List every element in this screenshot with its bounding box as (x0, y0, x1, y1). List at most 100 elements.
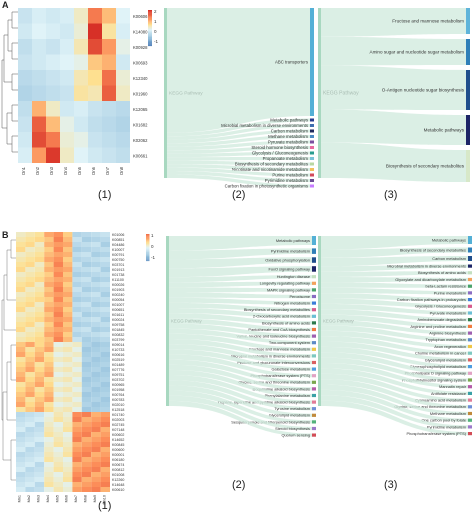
heatmap-b-cell (72, 282, 82, 287)
heatmap-b-cell (44, 327, 54, 332)
sankey-b2-target-label: Peroxisome (289, 294, 310, 299)
heatmap-legend-swatch (148, 39, 152, 41)
heatmap-b-cell (53, 382, 63, 387)
heatmap-b-row-label: K00764 (112, 393, 124, 397)
sankey-b2-flow (169, 292, 312, 299)
sankey-a3-target-label: Amino sugar and nucleotide sugar metabol… (370, 50, 465, 55)
heatmap-b-row-label: K01006 (112, 233, 124, 237)
sankey-b2-target-node (312, 308, 316, 312)
heatmap-b-cell (100, 412, 110, 417)
heatmap-b-cell (81, 317, 92, 322)
sankey-b3-target-node (468, 264, 472, 268)
sankey-a3-flow (321, 65, 466, 110)
heatmap-b-cell (81, 282, 92, 287)
heatmap-b-cell (34, 477, 45, 482)
heatmap-b-cell (53, 467, 63, 472)
heatmap-b-cell (81, 237, 92, 242)
heatmap-b-cell (53, 452, 63, 457)
heatmap-b-cell (53, 442, 63, 447)
heatmap-b-cell (100, 332, 110, 337)
heatmap-b-cell (63, 277, 73, 282)
sankey-b2-target-node (312, 407, 316, 411)
heatmap-legend-swatch (148, 14, 152, 16)
sankey-a3-target-node (466, 115, 470, 145)
heatmap-b-cell (91, 357, 101, 362)
heatmap-b-cell (100, 282, 110, 287)
heatmap-b-cell (100, 257, 110, 262)
heatmap-b-cell (25, 382, 35, 387)
heatmap-b-cell (72, 267, 82, 272)
heatmap-b-cell (81, 442, 92, 447)
sankey-b2-target-node (312, 314, 316, 318)
heatmap-b-cell (81, 292, 92, 297)
heatmap-b-cell (53, 302, 63, 307)
heatmap-b-cell (25, 417, 35, 422)
heatmap-b-cell (81, 352, 92, 357)
panel-a-label-2: (2) (232, 189, 246, 201)
sankey-a2-target-node (310, 8, 314, 116)
heatmap-b-cell (34, 312, 45, 317)
heatmap-b-cell (72, 287, 82, 292)
heatmap-b-cell (25, 237, 35, 242)
heatmap-cell (116, 39, 130, 55)
heatmap-b-cell (25, 407, 35, 412)
heatmap-b-cell (16, 302, 26, 307)
heatmap-b-cell (81, 482, 92, 487)
heatmap-legend-swatch (148, 19, 152, 21)
panel-b-letter: B (2, 230, 9, 240)
heatmap-cell (88, 70, 102, 86)
heatmap-b-cell (100, 232, 110, 237)
heatmap-b-cell (34, 367, 45, 372)
heatmap-b-cell (91, 367, 101, 372)
heatmap-b-cell (16, 457, 26, 462)
sankey-b3-target-node (468, 256, 472, 261)
heatmap-b-cell (81, 232, 92, 237)
heatmap-b-cell (91, 382, 101, 387)
heatmap-b-cell (25, 322, 35, 327)
heatmap-b-cell (53, 262, 63, 267)
heatmap-legend-swatch (148, 31, 152, 33)
sankey-b3-target-label: Microbial metabolism in diverse environm… (387, 263, 466, 268)
heatmap-b-cell (72, 262, 82, 267)
heatmap-b-cell (34, 457, 45, 462)
heatmap-b-cell (25, 477, 35, 482)
heatmap-b-cell (44, 347, 54, 352)
heatmap-b-cell (63, 342, 73, 347)
heatmap-legend-swatch (148, 10, 152, 12)
heatmap-legend-swatch (148, 27, 152, 29)
heatmap-b-cell (34, 392, 45, 397)
heatmap-b-cell (100, 367, 110, 372)
heatmap-b-cell (91, 242, 101, 247)
heatmap-b-cell (25, 232, 35, 237)
heatmap-b-cell (53, 417, 63, 422)
sankey-a2-target-label: Steroid hormone biosynthesis (251, 145, 308, 150)
heatmap-b-row-label: K07776 (112, 368, 124, 372)
heatmap-cell (32, 147, 46, 163)
sankey-a2-target-label: Carbon metabolism (271, 129, 309, 134)
sankey-b2-target-label: MAPK signaling pathway (267, 287, 310, 292)
heatmap-b-cell (16, 432, 26, 437)
heatmap-b-row-label: K02003 (112, 418, 124, 422)
sankey-a3-target-node (466, 39, 470, 65)
heatmap-b-cell (91, 387, 101, 392)
heatmap-b-cell (16, 452, 26, 457)
heatmap-cell (60, 70, 74, 86)
sankey-b2-target-node (312, 266, 316, 272)
heatmap-legend-swatch (148, 23, 152, 25)
sankey-a2-target-label: Pyruvate metabolism (268, 140, 309, 145)
heatmap-legend-swatch (148, 42, 152, 44)
heatmap-b-cell (44, 397, 54, 402)
heatmap-b-cell (91, 312, 101, 317)
heatmap-b-cell (63, 407, 73, 412)
sankey-a3-target-node (466, 8, 470, 34)
sankey-b2-target-node (312, 420, 316, 424)
sankey-a2-target-node (310, 184, 314, 188)
heatmap-b-cell (44, 417, 54, 422)
heatmap-b-cell (25, 442, 35, 447)
sankey-b2-target-label: Pantothenate and CoA biosynthesis (248, 327, 310, 332)
heatmap-legend-swatch (148, 41, 152, 43)
heatmap-cell (32, 101, 46, 117)
sankey-b3-flow (321, 319, 468, 335)
heatmap-b-row-label: K10733 (112, 348, 124, 352)
sankey-b2-target-label: 2-Oxocarboxylic acid metabolism (253, 314, 310, 319)
